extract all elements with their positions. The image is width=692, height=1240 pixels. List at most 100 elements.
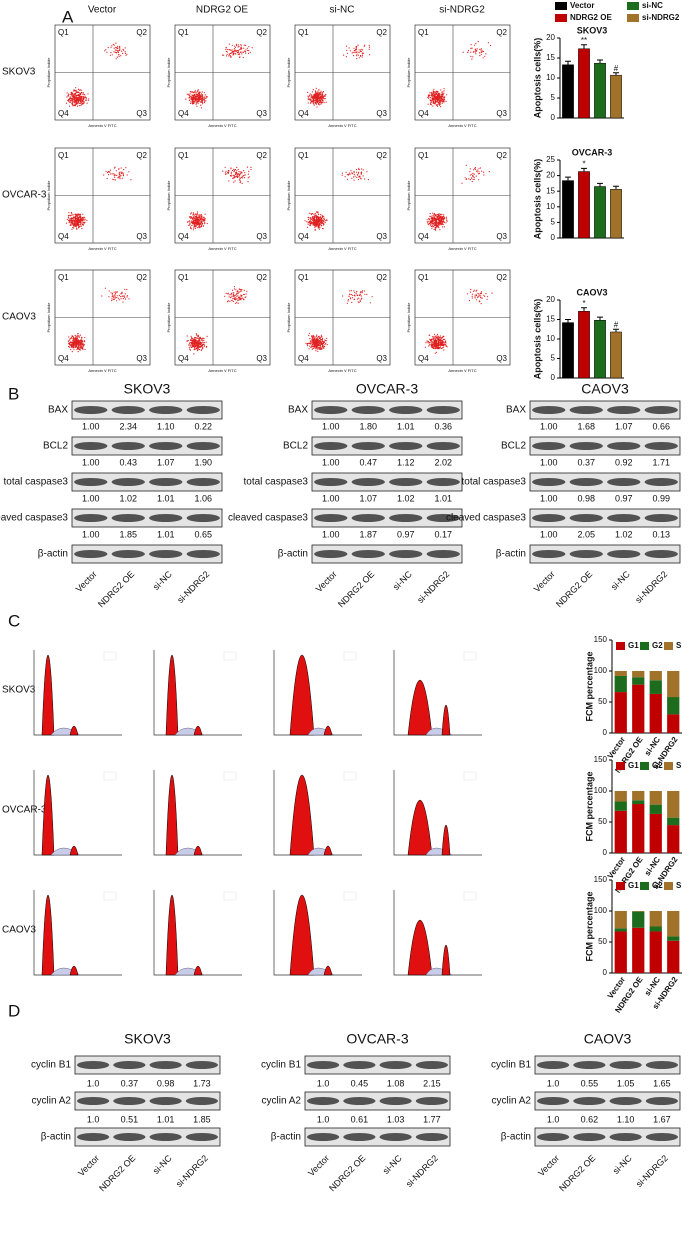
event-dot	[247, 48, 248, 49]
event-dot	[193, 212, 194, 213]
bar-segment	[615, 802, 627, 811]
bar-segment	[615, 811, 627, 853]
flow-plot: Q1Q2Q3Q4Annexin V FITCPropidium Iodide	[406, 148, 510, 251]
event-dot	[316, 216, 317, 217]
event-dot	[342, 295, 343, 296]
lane-label: Vector	[314, 569, 339, 594]
event-dot	[360, 178, 361, 179]
event-dot	[321, 335, 322, 336]
event-dot	[443, 342, 444, 343]
event-dot	[242, 177, 243, 178]
legend-label: si-NDRG2	[642, 13, 680, 22]
event-dot	[119, 49, 120, 50]
legend-label: G1	[628, 761, 639, 770]
event-dot	[325, 340, 326, 341]
event-dot	[244, 45, 245, 46]
event-dot	[69, 347, 70, 348]
blot-band	[570, 442, 603, 450]
g1-peak	[42, 775, 54, 855]
event-dot	[322, 100, 323, 101]
hist-axes	[394, 770, 482, 855]
event-dot	[308, 99, 309, 100]
event-dot	[308, 335, 309, 336]
event-dot	[317, 224, 318, 225]
event-dot	[77, 97, 78, 98]
event-dot	[309, 348, 310, 349]
event-dot	[315, 230, 316, 231]
event-dot	[434, 343, 435, 344]
event-dot	[203, 338, 204, 339]
event-dot	[75, 100, 76, 101]
blot-quant: 0.66	[652, 421, 670, 431]
flow-plot: Q1Q2Q3Q4Annexin V FITCPropidium Iodide	[166, 270, 270, 373]
event-dot	[440, 340, 441, 341]
event-dot	[226, 293, 227, 294]
g2-peak	[70, 846, 78, 855]
event-dot	[114, 51, 115, 52]
event-dot	[319, 348, 320, 349]
event-dot	[362, 56, 363, 57]
event-dot	[235, 53, 236, 54]
event-dot	[199, 337, 200, 338]
event-dot	[117, 48, 118, 49]
significance-mark: *	[582, 299, 585, 308]
event-dot	[435, 336, 436, 337]
event-dot	[80, 226, 81, 227]
histogram	[274, 890, 362, 975]
blot-quant: 1.87	[359, 529, 377, 539]
event-dot	[230, 53, 231, 54]
g1-peak	[290, 895, 314, 975]
event-dot	[71, 338, 72, 339]
event-dot	[115, 179, 116, 180]
blot-row-label: cleaved caspase3	[0, 513, 68, 524]
event-dot	[193, 92, 194, 93]
event-dot	[69, 220, 70, 221]
event-dot	[78, 345, 79, 346]
blot-band	[645, 550, 678, 558]
event-dot	[323, 96, 324, 97]
bar-segment	[667, 911, 679, 936]
event-dot	[433, 223, 434, 224]
event-dot	[123, 298, 124, 299]
event-dot	[469, 171, 470, 172]
event-dot	[352, 173, 353, 174]
error-bar	[581, 308, 587, 312]
event-dot	[195, 90, 196, 91]
event-dot	[435, 227, 436, 228]
event-dot	[319, 223, 320, 224]
event-dot	[81, 228, 82, 229]
event-dot	[198, 101, 199, 102]
event-dot	[439, 229, 440, 230]
event-dot	[101, 295, 102, 296]
event-dot	[359, 49, 360, 50]
legend-swatch	[640, 762, 649, 770]
event-dot	[75, 217, 76, 218]
event-dot	[193, 216, 194, 217]
blot-quant: 2.02	[434, 457, 452, 467]
event-dot	[311, 95, 312, 96]
event-dot	[72, 105, 73, 106]
error-bar	[613, 73, 619, 75]
quadrant-label: Q2	[136, 273, 147, 282]
event-dot	[68, 340, 69, 341]
event-dot	[322, 92, 323, 93]
blot-band	[149, 550, 182, 558]
event-dot	[75, 223, 76, 224]
event-dot	[197, 335, 198, 336]
blot-quant: 1.01	[397, 421, 415, 431]
event-dot	[356, 58, 357, 59]
event-dot	[116, 47, 117, 48]
event-dot	[123, 50, 124, 51]
event-dot	[200, 105, 201, 106]
event-dot	[313, 99, 314, 100]
row-label: CAOV3	[2, 925, 36, 936]
event-dot	[430, 225, 431, 226]
event-dot	[79, 90, 80, 91]
event-dot	[435, 353, 436, 354]
event-dot	[437, 218, 438, 219]
event-dot	[72, 340, 73, 341]
event-dot	[120, 296, 121, 297]
event-dot	[343, 55, 344, 56]
event-dot	[120, 178, 121, 179]
y-axis-label: FCM percentage	[584, 771, 594, 841]
